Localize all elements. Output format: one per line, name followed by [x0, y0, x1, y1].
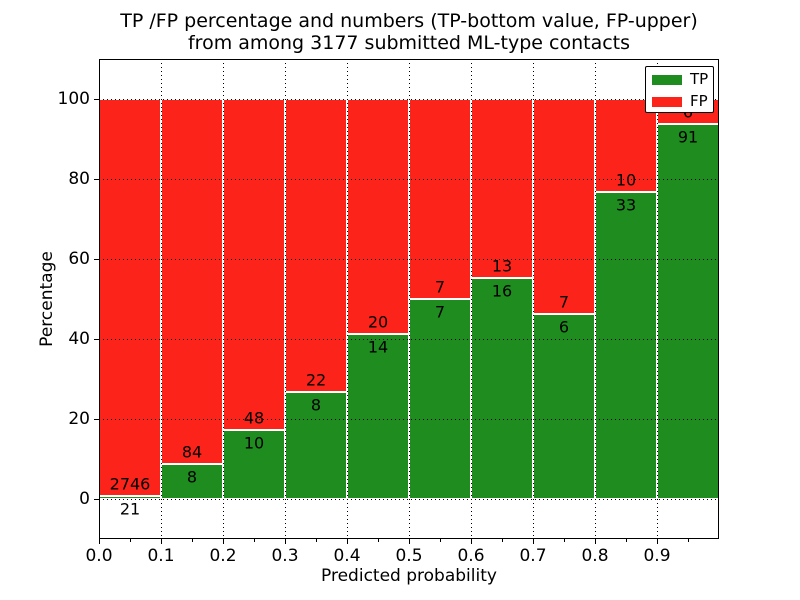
fp-count-label: 2746 — [109, 474, 151, 494]
x-minor-tick — [626, 539, 627, 542]
x-tick-label: 0.4 — [333, 546, 361, 566]
y-tick-label: 100 — [57, 89, 90, 109]
y-tick-label: 20 — [68, 409, 90, 429]
tp-bar-segment — [347, 334, 409, 499]
x-axis-label: Predicted probability — [321, 566, 497, 586]
y-tick-label: 60 — [68, 249, 90, 269]
fp-bar-segment — [223, 99, 285, 431]
x-major-tick — [161, 539, 162, 544]
x-minor-tick — [564, 539, 565, 542]
v-gridline — [409, 59, 410, 539]
x-minor-tick — [688, 539, 689, 542]
legend: TP FP — [645, 66, 714, 113]
x-major-tick — [657, 539, 658, 544]
v-gridline — [533, 59, 534, 539]
y-major-tick — [94, 259, 99, 260]
x-minor-tick — [316, 539, 317, 542]
fp-bar-segment — [595, 99, 657, 193]
x-major-tick — [99, 539, 100, 544]
x-major-tick — [285, 539, 286, 544]
y-major-tick — [94, 499, 99, 500]
fp-count-label: 48 — [243, 408, 265, 428]
chart-title-line1: TP /FP percentage and numbers (TP-bottom… — [120, 10, 698, 32]
tp-count-label: 8 — [186, 467, 198, 487]
x-tick-label: 0.5 — [395, 546, 423, 566]
x-tick-label: 0.3 — [271, 546, 299, 566]
v-gridline — [347, 59, 348, 539]
x-major-tick — [409, 539, 410, 544]
x-minor-tick — [440, 539, 441, 542]
chart-title-line2: from among 3177 submitted ML-type contac… — [187, 32, 631, 54]
y-major-tick — [94, 339, 99, 340]
v-gridline — [657, 59, 658, 539]
tp-bar-segment — [471, 278, 533, 499]
fp-count-label: 10 — [615, 170, 637, 190]
x-tick-label: 0.8 — [581, 546, 609, 566]
x-minor-tick — [192, 539, 193, 542]
v-gridline — [595, 59, 596, 539]
legend-label-tp: TP — [690, 70, 709, 88]
tp-bar-segment — [657, 123, 719, 499]
v-gridline — [161, 59, 162, 539]
tp-count-label: 8 — [310, 395, 322, 415]
x-minor-tick — [502, 539, 503, 542]
tp-bar-segment — [223, 430, 285, 499]
tp-count-label: 16 — [491, 281, 513, 301]
v-gridline — [471, 59, 472, 539]
chart-title: TP /FP percentage and numbers (TP-bottom… — [99, 10, 719, 54]
x-major-tick — [471, 539, 472, 544]
x-tick-label: 0.1 — [147, 546, 175, 566]
fp-bar-segment — [347, 99, 409, 335]
x-minor-tick — [130, 539, 131, 542]
fp-bar-segment — [409, 99, 471, 299]
fp-count-label: 13 — [491, 256, 513, 276]
tp-count-label: 7 — [434, 302, 446, 322]
fp-count-label: 84 — [181, 442, 203, 462]
tp-count-label: 14 — [367, 337, 389, 357]
legend-swatch-tp — [652, 75, 682, 85]
tp-bar-segment — [533, 314, 595, 499]
x-major-tick — [347, 539, 348, 544]
x-tick-label: 0.0 — [85, 546, 113, 566]
x-major-tick — [223, 539, 224, 544]
tp-count-label: 6 — [558, 317, 570, 337]
x-tick-label: 0.2 — [209, 546, 237, 566]
x-minor-tick — [254, 539, 255, 542]
y-tick-label: 0 — [79, 489, 90, 509]
v-gridline — [285, 59, 286, 539]
x-tick-label: 0.9 — [643, 546, 671, 566]
fp-bar-segment — [471, 99, 533, 279]
fp-count-label: 7 — [558, 292, 570, 312]
y-major-tick — [94, 419, 99, 420]
tp-bar-segment — [595, 192, 657, 499]
fp-count-label: 7 — [434, 277, 446, 297]
x-minor-tick — [378, 539, 379, 542]
tp-count-label: 21 — [119, 499, 141, 519]
x-major-tick — [595, 539, 596, 544]
tp-count-label: 10 — [243, 433, 265, 453]
fp-count-label: 22 — [305, 370, 327, 390]
y-tick-label: 40 — [68, 329, 90, 349]
fp-bar-segment — [285, 99, 347, 393]
tp-count-label: 33 — [615, 195, 637, 215]
y-major-tick — [94, 99, 99, 100]
tp-bar-segment — [285, 392, 347, 499]
x-tick-label: 0.7 — [519, 546, 547, 566]
y-major-tick — [94, 179, 99, 180]
fp-count-label: 20 — [367, 312, 389, 332]
fp-bar-segment — [533, 99, 595, 315]
legend-label-fp: FP — [690, 92, 708, 110]
v-gridline — [223, 59, 224, 539]
y-tick-label: 80 — [68, 169, 90, 189]
tp-bar-segment — [409, 299, 471, 499]
fp-bar-segment — [99, 99, 161, 496]
x-tick-label: 0.6 — [457, 546, 485, 566]
x-major-tick — [533, 539, 534, 544]
tp-count-label: 91 — [677, 127, 699, 147]
fp-bar-segment — [161, 99, 223, 465]
legend-swatch-fp — [652, 97, 682, 107]
plot-area: 27462184848102282014771316761033691 TP F… — [99, 59, 719, 539]
